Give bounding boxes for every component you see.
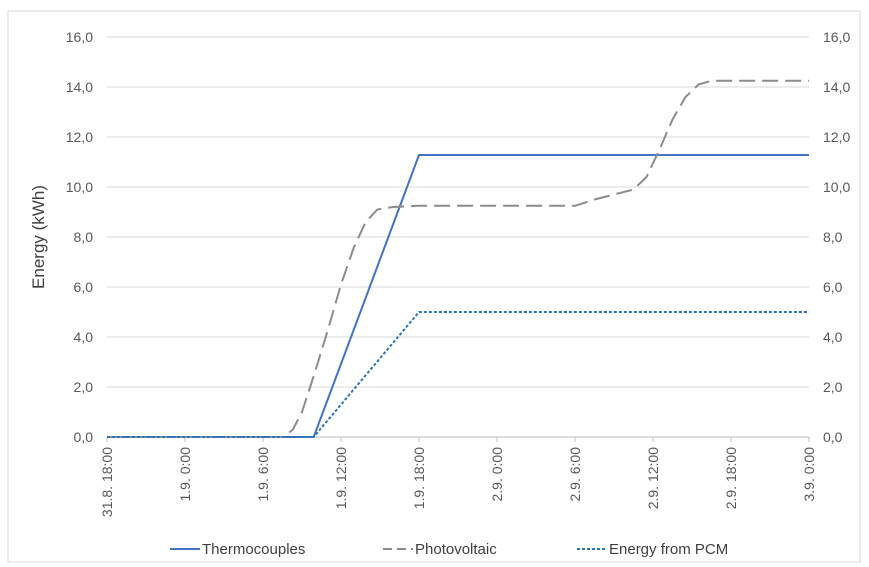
x-tick-label: 2.9. 12:00 (645, 447, 661, 509)
x-tick-label: 3.9. 0:00 (801, 447, 817, 502)
y-tick-label: 14,0 (66, 79, 93, 95)
y-tick-label: 0,0 (74, 429, 94, 445)
secondary-y-tick-label: 12,0 (823, 129, 850, 145)
secondary-y-axis-tick-labels: 0,0 2,0 4,0 6,0 8,0 10,0 12,0 14,0 16,0 (823, 29, 850, 445)
secondary-y-tick-label: 8,0 (823, 229, 843, 245)
secondary-y-tick-label: 10,0 (823, 179, 850, 195)
y-axis-title: Energy (kWh) (29, 185, 48, 289)
series-line-3 (107, 311, 809, 438)
x-axis-tick-labels: 31.8. 18:00 1.9. 0:00 1.9. 6:00 1.9. 12:00 1… (99, 437, 817, 517)
y-tick-label: 10,0 (66, 179, 93, 195)
x-tick-label: 1.9. 18:00 (411, 447, 427, 509)
y-tick-label: 12,0 (66, 129, 93, 145)
x-tick-label: 31.8. 18:00 (99, 447, 115, 517)
gridlines (107, 36, 809, 388)
x-tick-label: 2.9. 6:00 (567, 447, 583, 502)
x-tick-label: 1.9. 6:00 (255, 447, 271, 502)
series-layer (107, 79, 809, 438)
y-tick-label: 2,0 (74, 379, 94, 395)
secondary-y-tick-label: 0,0 (823, 429, 843, 445)
y-tick-label: 16,0 (66, 29, 93, 45)
secondary-y-tick-label: 14,0 (823, 79, 850, 95)
y-tick-label: 6,0 (74, 279, 94, 295)
x-tick-label: 2.9. 0:00 (489, 447, 505, 502)
secondary-y-tick-label: 4,0 (823, 329, 843, 345)
secondary-y-tick-label: 2,0 (823, 379, 843, 395)
y-tick-label: 8,0 (74, 229, 94, 245)
x-tick-label: 2.9. 18:00 (723, 447, 739, 509)
y-axis-tick-labels: 0,0 2,0 4,0 6,0 8,0 10,0 12,0 14,0 16,0 (66, 29, 93, 445)
y-tick-label: 4,0 (74, 329, 94, 345)
legend-label: Thermocouples (202, 541, 305, 558)
legend-label: Photovoltaic (415, 541, 497, 558)
x-tick-label: 1.9. 12:00 (333, 447, 349, 509)
legend-label: Energy from PCM (609, 541, 728, 558)
secondary-y-tick-label: 16,0 (823, 29, 850, 45)
series-line-2 (107, 79, 809, 438)
x-tick-label: 1.9. 0:00 (177, 447, 193, 502)
secondary-y-tick-label: 6,0 (823, 279, 843, 295)
legend: Thermocouples Photovoltaic Energy from PCM (170, 541, 728, 558)
